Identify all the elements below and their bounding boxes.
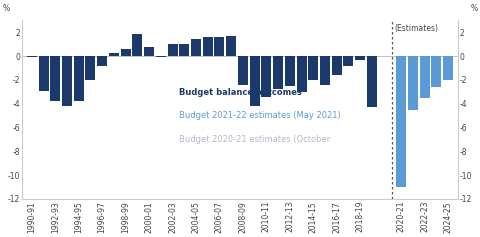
Bar [320,56,330,85]
Bar [308,56,318,80]
Bar [273,56,283,89]
Bar [297,56,307,92]
Bar [50,56,60,101]
Bar [432,56,442,87]
Bar [120,49,131,56]
Bar [62,56,72,106]
Bar [262,56,271,97]
Bar [144,47,154,56]
Bar [38,56,48,91]
Text: %: % [2,4,10,13]
Bar [97,56,107,66]
Bar [203,37,213,56]
Text: Budget 2020-21 estimates (October: Budget 2020-21 estimates (October [179,135,330,144]
Text: (Estimates): (Estimates) [395,24,439,33]
Bar [132,34,143,56]
Bar [168,44,178,56]
Bar [396,56,406,187]
Bar [156,56,166,57]
Bar [285,56,295,86]
Bar [408,56,418,110]
Bar [443,56,453,80]
Bar [250,56,260,106]
Bar [215,37,225,56]
Bar [355,56,365,60]
Bar [109,53,119,56]
Bar [191,40,201,56]
Bar [226,36,236,56]
Bar [344,56,353,66]
Bar [367,56,377,107]
Text: %: % [470,4,478,13]
Bar [74,56,84,101]
Text: Budget balance outcomes: Budget balance outcomes [179,88,302,97]
Bar [180,44,189,56]
Bar [332,56,342,75]
Bar [396,56,406,187]
Bar [27,56,37,57]
Bar [420,56,430,98]
Bar [238,56,248,85]
Text: Budget 2021-22 estimates (May 2021): Budget 2021-22 estimates (May 2021) [179,111,341,120]
Bar [85,56,96,80]
